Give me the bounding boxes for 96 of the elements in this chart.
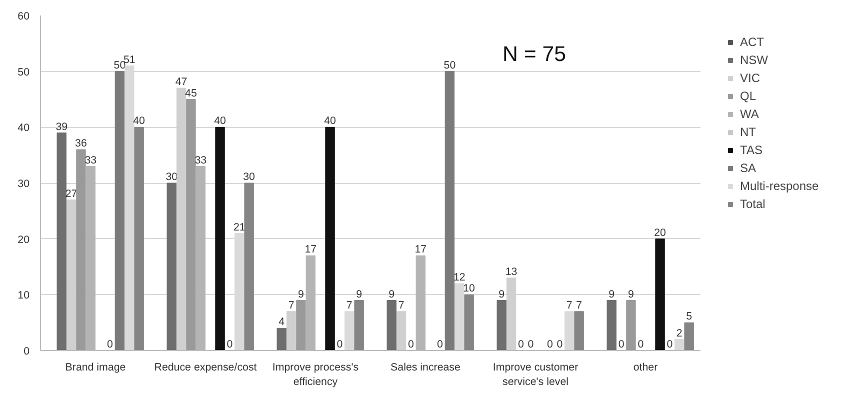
data-label: 0: [547, 338, 554, 350]
data-label: 20: [654, 226, 666, 239]
legend-label: NSW: [740, 53, 768, 67]
legend-label: VIC: [740, 71, 760, 85]
bar: [166, 182, 176, 350]
bar: [296, 300, 306, 350]
data-label: 36: [75, 138, 87, 150]
legend-label: NT: [740, 125, 757, 139]
legend-label: SA: [740, 161, 758, 175]
data-label: 9: [356, 288, 362, 300]
y-tick-label: 40: [18, 122, 30, 134]
bar: [244, 182, 254, 350]
data-label: 21: [233, 221, 246, 234]
bar: [606, 300, 616, 350]
data-label: 9: [608, 288, 615, 300]
legend-label: WA: [740, 107, 760, 121]
data-label: 0: [638, 338, 644, 350]
data-label: 50: [444, 59, 456, 72]
legend-label: QL: [740, 89, 758, 103]
data-label: 9: [498, 288, 505, 300]
legend-label: Total: [740, 197, 766, 211]
bar: [444, 71, 455, 350]
data-label: 5: [686, 310, 692, 323]
bar: [344, 311, 354, 350]
x-tick-label: Improve customer service's level: [492, 362, 579, 388]
data-label: 7: [288, 299, 294, 312]
y-tick-label: 30: [18, 178, 30, 190]
data-label: 10: [463, 282, 476, 295]
bar: [215, 126, 225, 350]
data-label: 4: [278, 316, 285, 328]
data-label: 0: [556, 338, 563, 350]
data-label: 9: [388, 288, 395, 300]
data-label: 30: [166, 171, 178, 183]
data-label: 30: [243, 171, 256, 183]
data-label: 0: [226, 338, 233, 350]
bar: [114, 71, 125, 350]
y-tick-label: 20: [18, 234, 30, 246]
data-label: 9: [298, 288, 304, 300]
data-label: 33: [194, 154, 207, 166]
data-label: 0: [618, 338, 624, 350]
bar: [655, 238, 665, 350]
annotation: N = 75: [502, 42, 566, 66]
data-label: 13: [505, 266, 518, 278]
bar: [386, 300, 396, 350]
data-label: 0: [107, 338, 114, 350]
bar: [325, 126, 335, 350]
data-label: 40: [133, 115, 146, 128]
bar: [626, 300, 636, 350]
x-tick-label: Reduce expense/cost: [154, 362, 257, 374]
data-label: 17: [414, 244, 427, 256]
data-label: 40: [324, 115, 336, 128]
y-tick-label: 0: [24, 346, 30, 358]
data-label: 0: [408, 338, 414, 350]
x-tick-label: other: [633, 362, 658, 374]
data-label: 0: [437, 338, 444, 350]
bar: [186, 99, 196, 350]
bar: [396, 311, 406, 350]
bar: [464, 294, 474, 350]
y-tick-label: 50: [18, 66, 30, 78]
legend-label: TAS: [740, 143, 762, 157]
bar: [564, 311, 574, 350]
data-label: 7: [566, 299, 572, 312]
data-label: 7: [576, 299, 582, 312]
bar: [354, 300, 364, 350]
data-label: 2: [676, 327, 682, 340]
data-label: 39: [56, 120, 68, 133]
data-label: 40: [214, 115, 226, 128]
bar: [496, 300, 506, 350]
data-label: 9: [628, 288, 634, 300]
bar: [56, 132, 66, 350]
x-tick-label: Improve process's efficiency: [272, 362, 359, 388]
data-label: 0: [666, 338, 673, 350]
data-label: 33: [84, 154, 97, 166]
y-tick-label: 60: [18, 10, 30, 22]
data-label: 45: [185, 87, 197, 100]
bar: [684, 322, 694, 350]
y-tick-label: 10: [18, 290, 30, 302]
data-label: 7: [346, 299, 352, 312]
data-label: 47: [175, 76, 188, 88]
bar: [276, 328, 286, 350]
data-label: 0: [518, 338, 524, 350]
bar: [286, 311, 296, 350]
x-tick-label: Brand image: [65, 362, 126, 374]
data-label: 0: [528, 338, 534, 350]
bar: [674, 339, 684, 350]
data-label: 17: [304, 244, 317, 256]
x-tick-label: Sales increase: [390, 362, 461, 374]
data-label: 0: [336, 338, 343, 350]
bar: [66, 200, 76, 350]
data-label: 50: [114, 59, 126, 72]
data-label: 7: [398, 299, 404, 312]
bar: [574, 311, 584, 350]
bar: [76, 149, 86, 350]
legend-label: ACT: [740, 35, 764, 49]
legend-label: Multi-response: [740, 179, 819, 193]
bar: [134, 126, 144, 350]
